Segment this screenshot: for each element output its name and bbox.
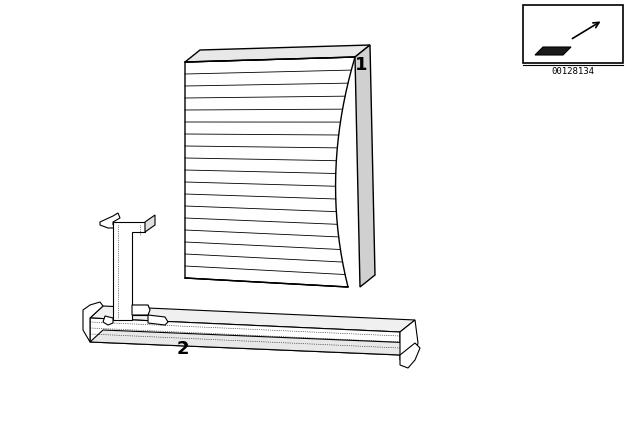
Polygon shape [145,215,155,232]
Polygon shape [100,213,120,228]
Polygon shape [90,306,415,332]
Polygon shape [400,343,420,368]
Polygon shape [185,45,370,62]
Bar [523,5,623,63]
Text: 00128134: 00128134 [552,67,595,76]
Polygon shape [148,315,168,325]
Polygon shape [103,316,113,325]
Polygon shape [132,305,150,315]
Polygon shape [90,318,400,355]
Polygon shape [90,330,415,355]
Polygon shape [355,45,375,287]
Polygon shape [185,57,355,287]
Text: 2: 2 [176,340,189,358]
Polygon shape [113,222,148,320]
Polygon shape [400,320,418,360]
Polygon shape [83,302,103,342]
Text: 1: 1 [355,56,368,74]
Polygon shape [535,47,571,55]
